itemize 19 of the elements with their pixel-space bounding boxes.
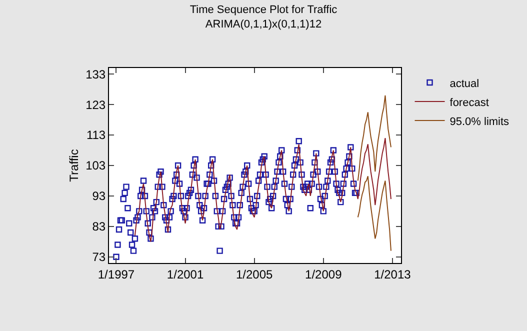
chart-title: Time Sequence Plot for Traffic	[190, 4, 338, 16]
y-tick-label: 113	[86, 128, 106, 142]
x-tick-label: 1/2013	[374, 267, 412, 282]
legend-label: forecast	[450, 96, 489, 109]
x-tick-label: 1/2001	[166, 267, 204, 282]
line-series	[357, 176, 392, 252]
y-tick-label: 133	[86, 67, 106, 82]
x-tick-label: 1/2005	[236, 267, 274, 282]
y-tick-label: 103	[86, 158, 106, 173]
y-tick-label: 123	[86, 98, 106, 112]
y-tick-label: 73	[92, 250, 106, 264]
legend-label: 95.0% limits	[450, 116, 510, 128]
y-tick-label: 93	[92, 189, 106, 204]
x-tick-label: 1/1997	[98, 267, 135, 282]
x-tick-label: 1/2009	[305, 267, 342, 282]
chart-subtitle: ARIMA(0,1,1)x(0,1,1)12	[205, 18, 322, 31]
legend-label: actual	[450, 78, 480, 90]
y-tick-label: 83	[92, 220, 106, 234]
y-axis-title: Traffic	[66, 149, 81, 182]
